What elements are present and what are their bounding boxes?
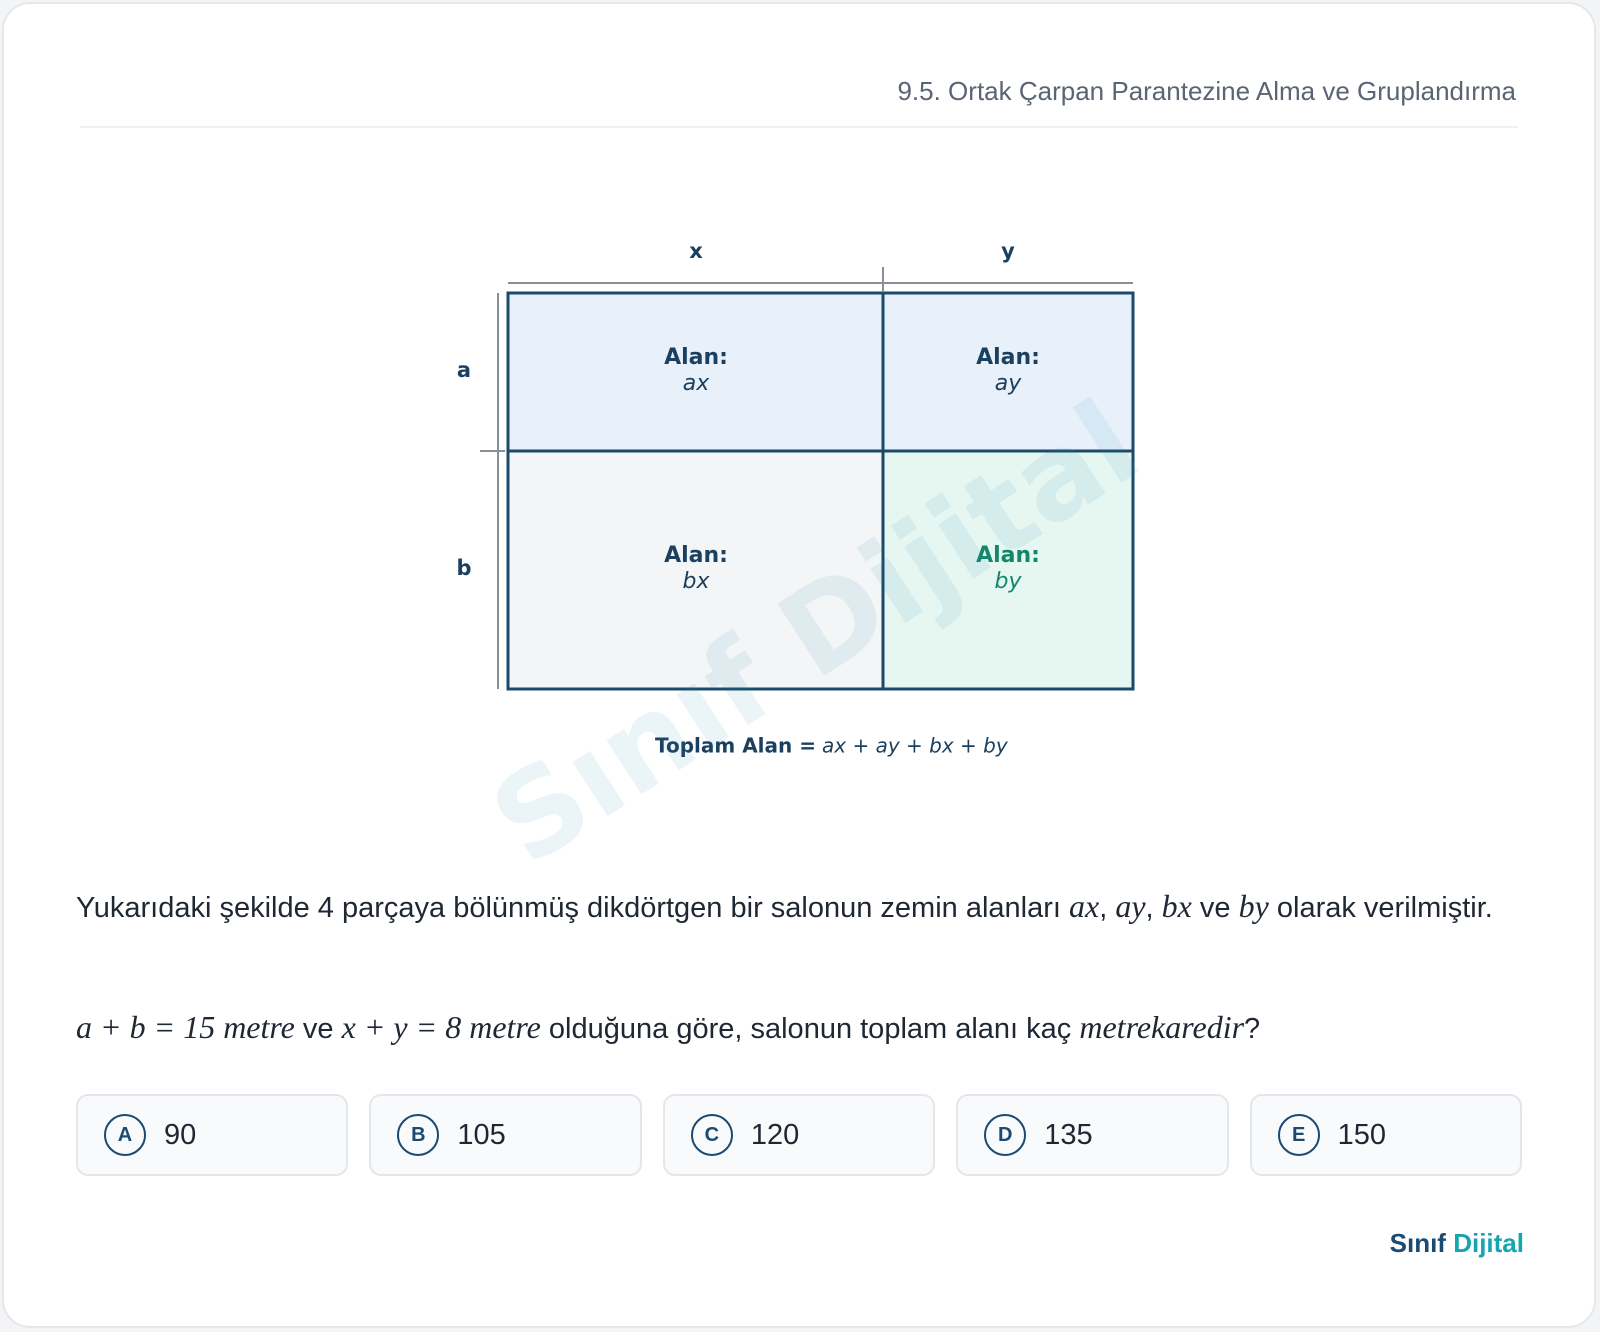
- cell-title: Alan:: [976, 345, 1040, 370]
- dimension-label: y: [1001, 239, 1015, 263]
- option-value: 90: [164, 1118, 197, 1151]
- cell-bg: [883, 451, 1133, 689]
- option[interactable]: D 135: [956, 1094, 1229, 1176]
- cell-bg: [508, 451, 883, 689]
- option[interactable]: A 90: [76, 1094, 349, 1176]
- cell-title: Alan:: [664, 543, 728, 568]
- text-segment: ve: [294, 1013, 342, 1045]
- option-letter: B: [397, 1114, 440, 1156]
- total-expr: ax + ay + bx + by: [822, 734, 1009, 758]
- math-text: bx: [1161, 888, 1192, 924]
- option-value: 105: [457, 1118, 506, 1151]
- option-value: 120: [750, 1118, 800, 1151]
- option-letter: A: [104, 1114, 146, 1156]
- option[interactable]: C 120: [662, 1094, 936, 1176]
- cell-expr: by: [995, 569, 1023, 594]
- math-text: by: [1238, 888, 1269, 924]
- text-segment: olarak verilmiştir.: [1268, 892, 1493, 924]
- option[interactable]: B 105: [369, 1094, 642, 1176]
- dimension-label: b: [456, 556, 471, 580]
- option-letter: E: [1277, 1114, 1320, 1156]
- math-text: metrekaredir: [1079, 1009, 1245, 1045]
- text-segment: olduğuna göre, salonun toplam alanı kaç: [540, 1013, 1080, 1045]
- math-text: x + y = 8 metre: [341, 1009, 541, 1045]
- question-paragraph: Yukarıdaki şekilde 4 parçaya bölünmüş di…: [76, 880, 1516, 934]
- divider: [80, 126, 1518, 128]
- option-letter: C: [690, 1114, 733, 1156]
- cell-bg: [883, 293, 1133, 451]
- cell-expr: bx: [683, 569, 711, 594]
- text-segment: ?: [1244, 1013, 1261, 1045]
- brand-part: Dijital: [1453, 1228, 1524, 1258]
- question-paragraph: a + b = 15 metre ve x + y = 8 metre oldu…: [76, 1001, 1516, 1055]
- text-segment: ,: [1145, 892, 1162, 924]
- option-value: 150: [1337, 1118, 1387, 1151]
- cell-title: Alan:: [664, 345, 728, 370]
- text-segment: ,: [1099, 892, 1116, 924]
- text-segment: ve: [1191, 892, 1239, 924]
- dimension-label: x: [689, 239, 703, 263]
- math-text: ay: [1115, 888, 1146, 924]
- section-title: 9.5. Ortak Çarpan Parantezine Alma ve Gr…: [897, 76, 1516, 106]
- cell-bg: [508, 293, 883, 451]
- option[interactable]: E 150: [1249, 1094, 1523, 1176]
- math-text: ax: [1069, 888, 1100, 924]
- math-text: a + b = 15 metre: [76, 1009, 295, 1045]
- brand-part: Sınıf: [1389, 1228, 1446, 1258]
- total-label: Toplam Alan =: [655, 734, 816, 758]
- brand: Sınıf Dijital: [1390, 1228, 1524, 1259]
- cell-expr: ax: [683, 371, 710, 396]
- cell-expr: ay: [995, 371, 1022, 396]
- options: A 90 B 105 C 120 D 135 E 150: [76, 1094, 1523, 1176]
- option-value: 135: [1044, 1118, 1093, 1151]
- cell-title: Alan:: [976, 543, 1040, 568]
- option-letter: D: [984, 1114, 1027, 1156]
- outer-rect: [506, 291, 1135, 691]
- dimension-label: a: [457, 358, 471, 382]
- text-segment: Yukarıdaki şekilde 4 parçaya bölünmüş di…: [76, 892, 1070, 924]
